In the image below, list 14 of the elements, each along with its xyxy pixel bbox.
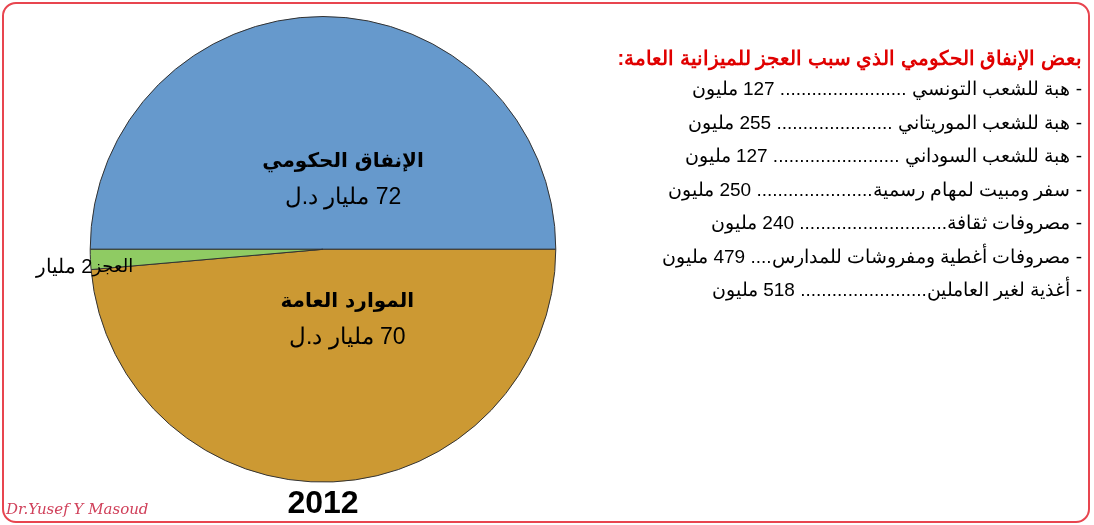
slice-label: الموارد العامة — [280, 288, 415, 313]
text: - هبة للشعب التونسي ........................ 127 مليون — [690, 77, 1082, 102]
text: 2012 — [287, 483, 359, 520]
text: - أغذية لغير العاملين........................ 518 مليون — [710, 275, 1082, 303]
text: بعض الإنفاق الحكومي الذي سبب العجز للميزانية العامة: — [616, 46, 1082, 72]
text: - مصروفات ثقافة............................ 240 مليون — [710, 211, 1082, 236]
slice-label: الإنفاق الحكومي — [262, 147, 424, 173]
data-label: 70 مليار د.ل — [288, 323, 406, 351]
text: Dr.Yusef Y Masoud — [6, 500, 149, 518]
data-label: 72 مليار د.ل — [284, 182, 402, 210]
text: - سفر ومبيت لمهام رسمية...................... 250 مليون — [667, 177, 1082, 203]
text: - مصروفات أغطية ومفروشات للمدارس.... 479 مليون — [661, 242, 1082, 270]
text: - هبة للشعب الموريتاني ...................... 255 مليون — [687, 110, 1082, 136]
text: - هبة للشعب السوداني ........................ 127 مليون — [683, 144, 1082, 169]
